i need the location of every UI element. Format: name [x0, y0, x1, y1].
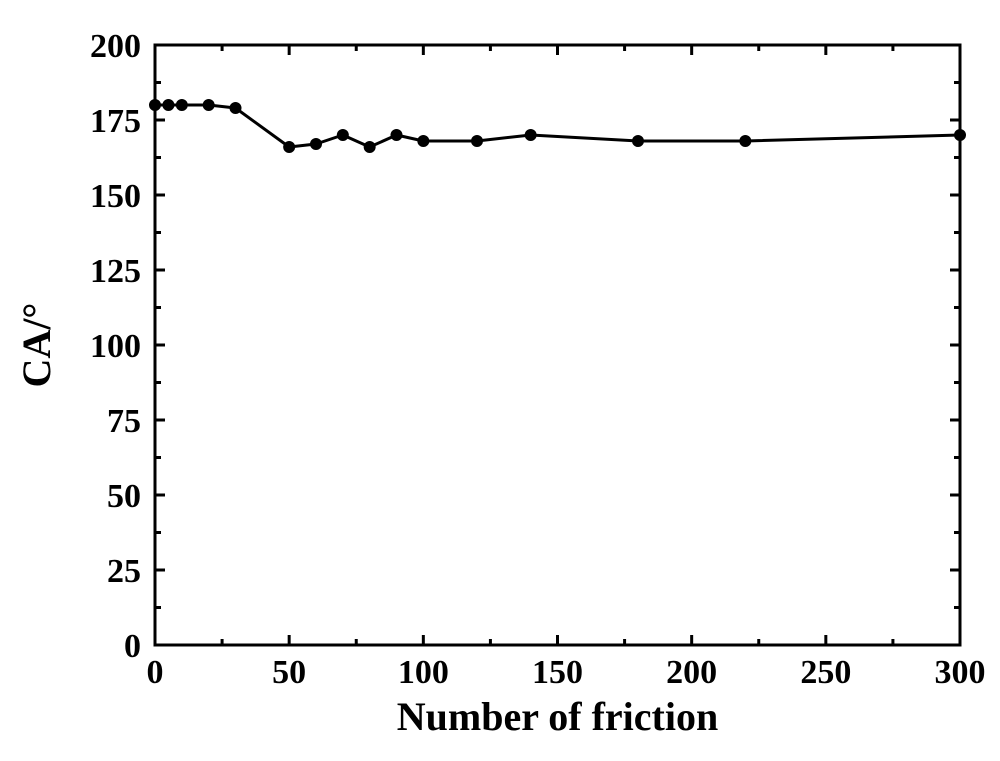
- data-marker: [311, 139, 322, 150]
- data-marker: [955, 130, 966, 141]
- data-marker: [472, 136, 483, 147]
- x-tick-label: 200: [666, 654, 717, 691]
- y-tick-label: 100: [90, 328, 141, 365]
- data-marker: [740, 136, 751, 147]
- chart-container: 0 50 100 150 200 250 300 0 25 50 75 100 125 150 175 20…: [0, 0, 1000, 761]
- y-tick-label: 75: [107, 403, 141, 440]
- y-tick-label: 125: [90, 253, 141, 290]
- x-tick-label: 150: [532, 654, 583, 691]
- data-marker: [364, 142, 375, 153]
- x-tick-label: 250: [800, 654, 851, 691]
- y-axis-label: CA/°: [14, 303, 59, 388]
- data-marker: [391, 130, 402, 141]
- data-marker: [337, 130, 348, 141]
- markers-group: [150, 100, 966, 153]
- data-marker: [163, 100, 174, 111]
- data-marker: [150, 100, 161, 111]
- y-tick-label: 25: [107, 553, 141, 590]
- x-tick-label: 300: [935, 654, 986, 691]
- data-marker: [525, 130, 536, 141]
- data-marker: [230, 103, 241, 114]
- data-marker: [418, 136, 429, 147]
- x-axis-label: Number of friction: [397, 694, 718, 739]
- chart-svg: 0 50 100 150 200 250 300 0 25 50 75 100 125 150 175 20…: [0, 0, 1000, 761]
- y-tick-labels: 0 25 50 75 100 125 150 175 200: [90, 28, 141, 665]
- x-tick-label: 100: [398, 654, 449, 691]
- y-tick-label: 50: [107, 478, 141, 515]
- data-marker: [284, 142, 295, 153]
- y-tick-label: 200: [90, 28, 141, 65]
- data-marker: [633, 136, 644, 147]
- x-tick-label: 0: [147, 654, 164, 691]
- y-tick-label: 175: [90, 103, 141, 140]
- data-line: [155, 105, 960, 147]
- data-marker: [203, 100, 214, 111]
- data-marker: [176, 100, 187, 111]
- x-tick-labels: 0 50 100 150 200 250 300: [147, 654, 986, 691]
- x-tick-label: 50: [272, 654, 306, 691]
- y-tick-label: 150: [90, 178, 141, 215]
- y-tick-label: 0: [124, 628, 141, 665]
